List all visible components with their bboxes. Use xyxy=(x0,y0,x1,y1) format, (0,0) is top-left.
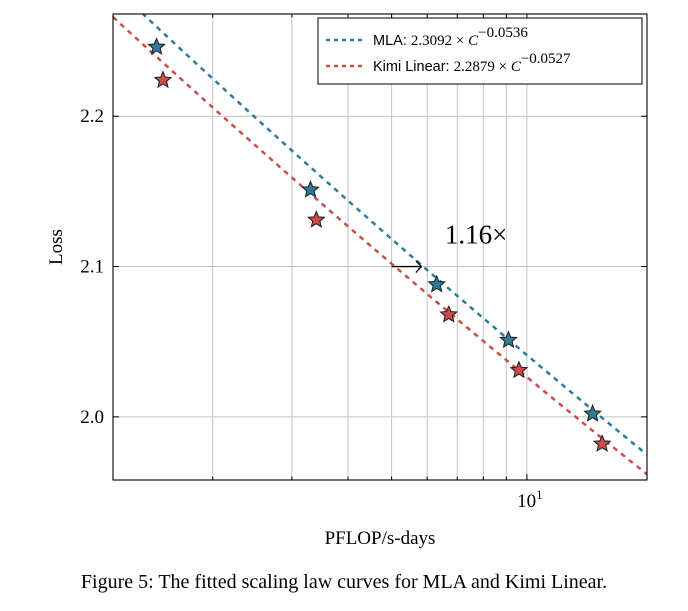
marker-1-2 xyxy=(439,304,459,323)
marker-1-4 xyxy=(592,434,612,452)
legend: MLA: 2.3092 × C−0.0536 Kimi Linear: 2.28… xyxy=(317,17,643,85)
marker-0-3 xyxy=(499,330,518,349)
grid xyxy=(113,14,647,480)
marker-0-1 xyxy=(301,180,320,198)
ticks: 2.0 2.1 2.2 xyxy=(80,14,647,480)
legend-entry-mla: MLA: 2.3092 × C−0.0536 xyxy=(373,25,528,49)
legend-exponent: −0.0527 xyxy=(521,51,571,67)
speedup-annotation: 1.16× xyxy=(391,220,507,273)
fit-lines xyxy=(113,14,647,476)
x-tick-exponent: 1 xyxy=(536,487,543,502)
fit-line-1 xyxy=(113,16,647,476)
y-axis-label: Loss xyxy=(46,229,67,265)
marker-1-3 xyxy=(509,360,529,379)
x-axis-label: PFLOP/s-days xyxy=(325,528,436,549)
marker-0-0 xyxy=(147,37,166,56)
marker-1-1 xyxy=(306,210,326,228)
marker-1-0 xyxy=(153,70,173,89)
legend-box xyxy=(317,17,643,85)
figure-caption: Figure 5: The fitted scaling law curves … xyxy=(80,571,608,593)
plot-frame xyxy=(112,13,648,481)
legend-name: Kimi Linear xyxy=(373,59,446,75)
y-tick-label: 2.0 xyxy=(80,407,104,428)
legend-entry-kimi: Kimi Linear: 2.2879 × C−0.0527 xyxy=(373,51,571,75)
legend-coef: 2.3092 xyxy=(411,33,452,49)
x-tick-base: 10 xyxy=(517,491,536,512)
y-tick-label: 2.1 xyxy=(80,257,104,278)
legend-exponent: −0.0536 xyxy=(478,25,528,41)
chart: 2.0 2.1 2.2 101 PFLOP/s-days Loss 1.16× ML… xyxy=(46,13,648,549)
data-markers xyxy=(147,37,612,452)
marker-0-4 xyxy=(583,404,602,422)
legend-coef: 2.2879 xyxy=(454,59,495,75)
marker-0-2 xyxy=(427,274,447,293)
y-tick-label: 2.2 xyxy=(80,106,104,127)
x-tick-label: 101 xyxy=(517,487,543,512)
legend-name: MLA xyxy=(373,33,403,49)
fit-line-0 xyxy=(141,14,647,456)
speedup-label: 1.16× xyxy=(445,220,507,250)
